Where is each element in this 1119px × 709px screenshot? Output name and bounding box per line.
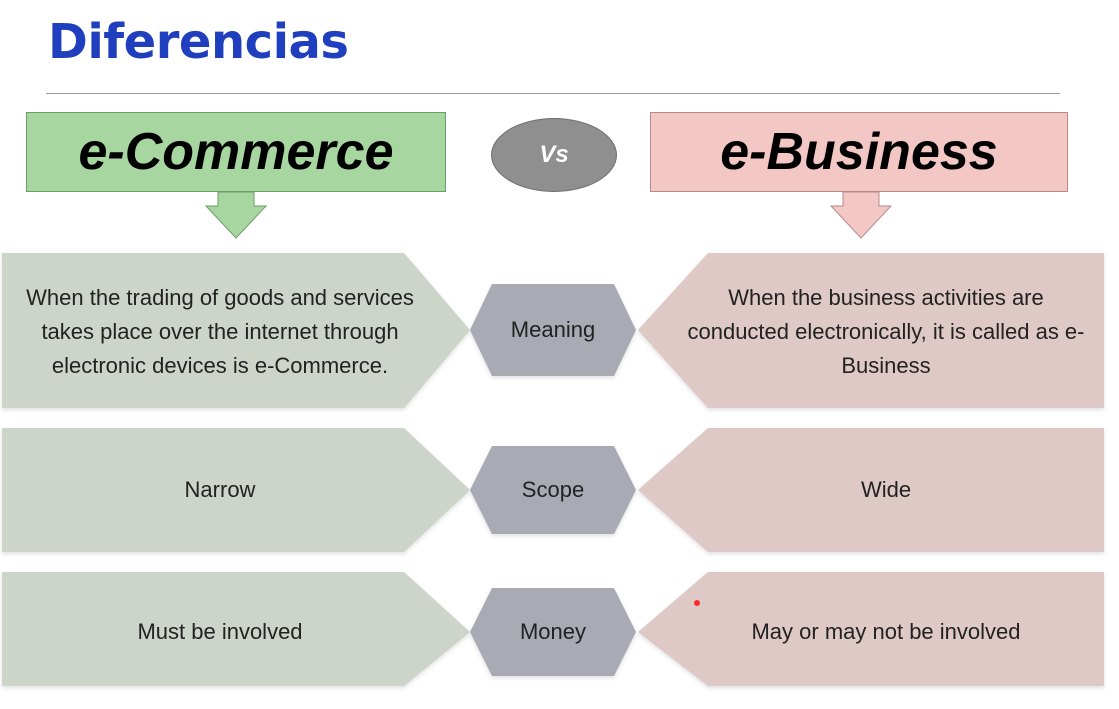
ecommerce-header: e-Commerce bbox=[26, 112, 446, 192]
row-meaning-shapes bbox=[2, 253, 1104, 408]
row-meaning-ecommerce-text: When the trading of goods and services t… bbox=[26, 285, 414, 378]
row-scope-ecommerce-text: Narrow bbox=[184, 477, 256, 502]
ecommerce-down-arrow bbox=[204, 191, 268, 239]
row-scope-shapes bbox=[2, 428, 1104, 552]
row-scope-ebusiness-text: Wide bbox=[860, 477, 912, 502]
row-money-ebusiness-text: May or may not be involved bbox=[751, 619, 1021, 644]
row-money-category-label: Money bbox=[519, 619, 587, 644]
row-money-right-shape bbox=[638, 572, 1104, 686]
row-meaning-center-shape bbox=[470, 284, 636, 376]
row-scope-category-label: Scope bbox=[521, 477, 585, 502]
row-meaning-ebusiness-text: When the business activities are conduct… bbox=[687, 285, 1085, 378]
row-money-shapes bbox=[2, 572, 1104, 686]
title-divider bbox=[46, 93, 1060, 94]
row-meaning-right-shape bbox=[638, 253, 1104, 408]
vs-badge: Vs bbox=[491, 118, 617, 192]
row-scope-center-shape bbox=[470, 446, 636, 534]
row-money-left-shape bbox=[2, 572, 470, 686]
row-money-center-shape bbox=[470, 588, 636, 676]
slide-title: Diferencias bbox=[48, 14, 349, 70]
row-money-ecommerce-text: Must be involved bbox=[137, 619, 303, 644]
row-meaning-left-shape bbox=[2, 253, 470, 408]
row-scope-left-shape bbox=[2, 428, 470, 552]
laser-pointer-dot bbox=[694, 600, 700, 606]
row-meaning-category-label: Meaning bbox=[510, 317, 596, 342]
ebusiness-down-arrow bbox=[829, 191, 893, 239]
row-scope-right-shape bbox=[638, 428, 1104, 552]
